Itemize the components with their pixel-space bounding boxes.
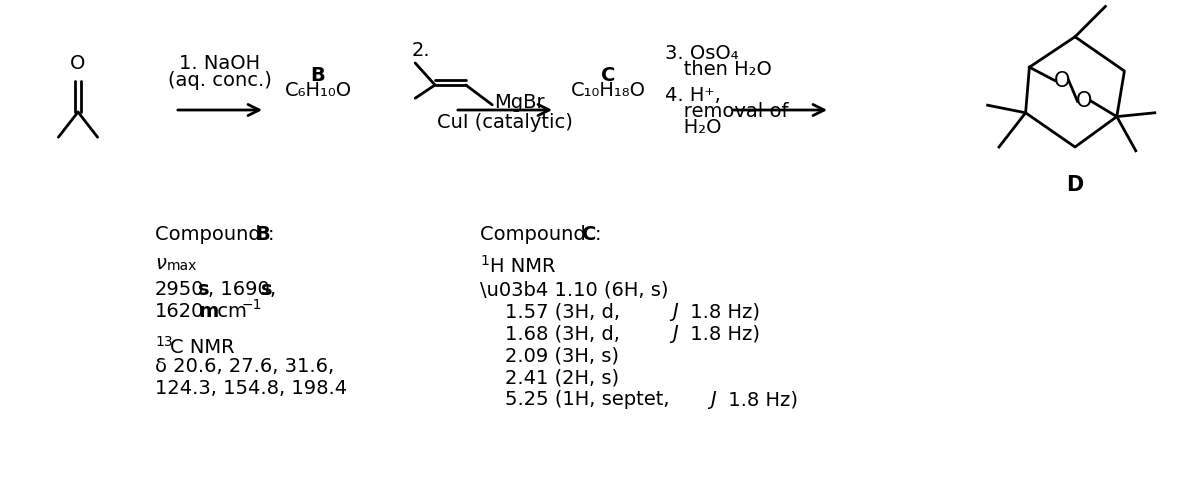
- Text: D: D: [1067, 175, 1084, 195]
- Text: removal of: removal of: [665, 102, 788, 121]
- Text: 1620: 1620: [155, 302, 204, 321]
- Text: 2950: 2950: [155, 280, 204, 299]
- Text: H NMR: H NMR: [490, 257, 556, 276]
- Text: CuI (catalytic): CuI (catalytic): [437, 113, 572, 132]
- Text: 1.8 Hz): 1.8 Hz): [722, 390, 798, 409]
- Text: C: C: [582, 225, 596, 244]
- Text: H₂O: H₂O: [665, 118, 721, 137]
- Text: , 1690: , 1690: [208, 280, 270, 299]
- Text: 1.8 Hz): 1.8 Hz): [684, 324, 760, 343]
- Text: max: max: [167, 259, 197, 273]
- Text: B: B: [311, 66, 325, 85]
- Text: (aq. conc.): (aq. conc.): [168, 71, 272, 90]
- Text: Compound: Compound: [480, 225, 592, 244]
- Text: 2.: 2.: [412, 41, 431, 60]
- Text: −1: −1: [242, 298, 263, 312]
- Text: \u03b4 1.10 (6H, s): \u03b4 1.10 (6H, s): [480, 280, 668, 299]
- Text: δ 20.6, 27.6, 31.6,: δ 20.6, 27.6, 31.6,: [155, 357, 334, 376]
- Text: J: J: [672, 324, 678, 343]
- Text: C₆H₁₀O: C₆H₁₀O: [284, 81, 352, 100]
- Text: 5.25 (1H, septet,: 5.25 (1H, septet,: [480, 390, 676, 409]
- Text: O: O: [71, 54, 85, 73]
- Text: B: B: [256, 225, 270, 244]
- Text: :: :: [268, 225, 275, 244]
- Text: 4. H⁺,: 4. H⁺,: [665, 86, 721, 105]
- Text: ν: ν: [155, 254, 166, 273]
- Text: :: :: [595, 225, 601, 244]
- Text: 1.68 (3H, d,: 1.68 (3H, d,: [480, 324, 626, 343]
- Text: 13: 13: [155, 335, 173, 349]
- Text: then H₂O: then H₂O: [665, 60, 772, 79]
- Text: 1: 1: [480, 254, 488, 268]
- Text: 1. NaOH: 1. NaOH: [180, 54, 260, 73]
- Text: s: s: [198, 280, 210, 299]
- Text: 3. OsO₄: 3. OsO₄: [665, 44, 738, 63]
- Text: cm: cm: [211, 302, 247, 321]
- Text: 2.09 (3H, s): 2.09 (3H, s): [480, 346, 619, 365]
- Text: 1.57 (3H, d,: 1.57 (3H, d,: [480, 302, 626, 321]
- Text: J: J: [710, 390, 715, 409]
- Text: m: m: [198, 302, 218, 321]
- Text: 124.3, 154.8, 198.4: 124.3, 154.8, 198.4: [155, 379, 347, 398]
- Text: s: s: [262, 280, 272, 299]
- Text: O: O: [1076, 91, 1093, 111]
- Text: Compound: Compound: [155, 225, 266, 244]
- Text: J: J: [672, 302, 678, 321]
- Text: 1.8 Hz): 1.8 Hz): [684, 302, 760, 321]
- Text: C₁₀H₁₈O: C₁₀H₁₈O: [570, 81, 646, 100]
- Text: C NMR: C NMR: [170, 338, 235, 357]
- Text: MgBr: MgBr: [494, 93, 545, 112]
- Text: C: C: [601, 66, 616, 85]
- Text: 2.41 (2H, s): 2.41 (2H, s): [480, 368, 619, 387]
- Text: ,: ,: [270, 280, 276, 299]
- Text: O: O: [1054, 71, 1070, 91]
